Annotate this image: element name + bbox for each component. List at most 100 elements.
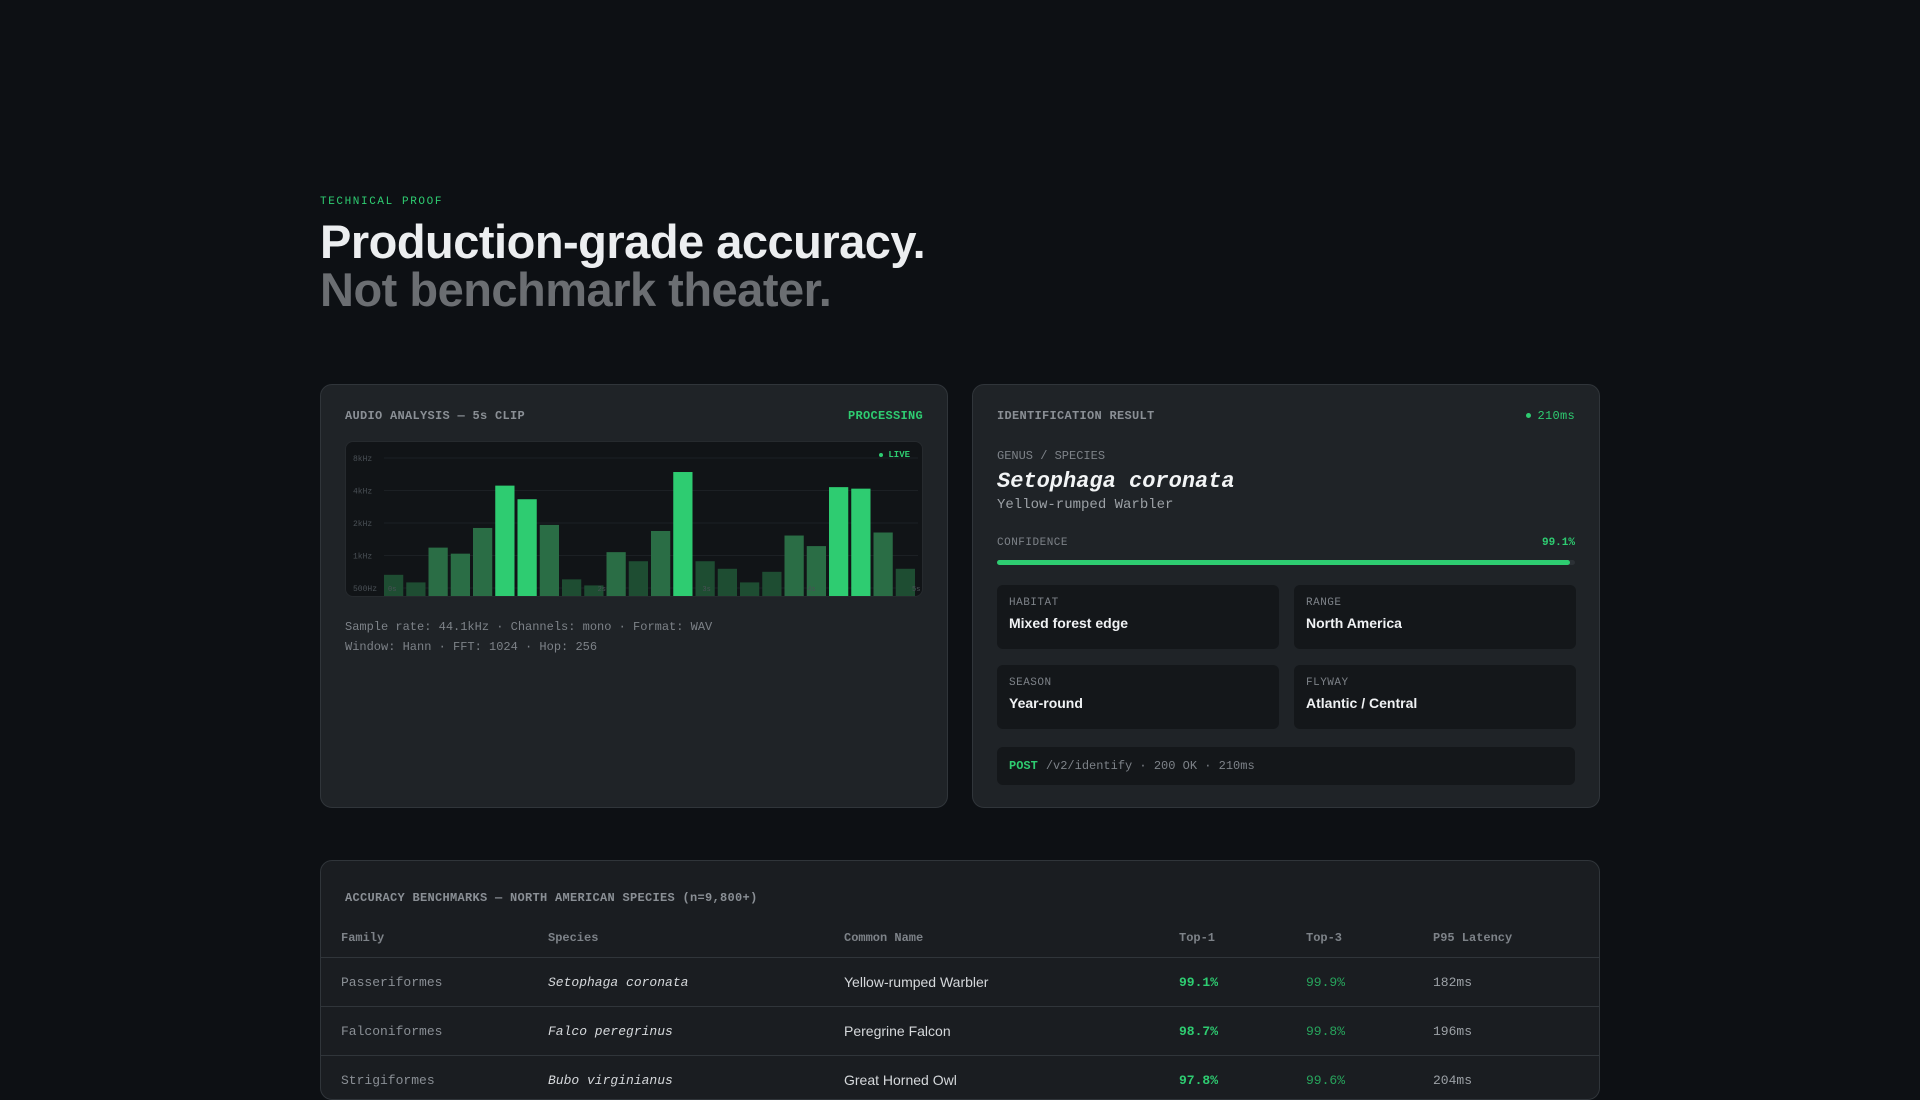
headline-line-2: Not benchmark theater.	[320, 266, 925, 314]
cell-latency: 204ms	[1413, 1056, 1599, 1100]
table-row: Falconiformes Falco peregrinus Peregrine…	[321, 1007, 1599, 1056]
live-indicator: LIVE	[879, 450, 910, 460]
genus-species-label: GENUS / SPECIES	[997, 449, 1105, 463]
cell-family: Passeriformes	[321, 958, 528, 1007]
attr-key: HABITAT	[1009, 597, 1267, 609]
spectrogram-bar	[651, 531, 670, 596]
spectrogram-bar	[406, 582, 425, 596]
col-species: Species	[528, 921, 824, 958]
spectrogram-svg: 8kHz 4kHz 2kHz 1kHz 500Hz 0s 2s 3s 4s 5s	[346, 442, 923, 597]
cell-common-name: Great Horned Owl	[824, 1056, 1159, 1100]
spectrogram-bar	[785, 536, 804, 596]
spectrogram-bar	[829, 487, 848, 596]
cell-top1: 97.8%	[1159, 1056, 1286, 1100]
x-tick-label: 5s	[912, 586, 920, 594]
cell-top1: 98.7%	[1159, 1007, 1286, 1056]
hero-headline: Production-grade accuracy. Not benchmark…	[320, 218, 925, 314]
audio-card-title: AUDIO ANALYSIS — 5s CLIP	[345, 409, 525, 423]
attr-value: Mixed forest edge	[1009, 615, 1267, 631]
x-tick-label: 0s	[388, 586, 396, 594]
spectrogram-bar	[540, 525, 559, 596]
attr-key: RANGE	[1306, 597, 1564, 609]
y-tick-label: 4kHz	[353, 488, 372, 497]
confidence-row: CONFIDENCE 99.1%	[997, 537, 1575, 549]
cell-common-name: Yellow-rumped Warbler	[824, 958, 1159, 1007]
col-top1: Top-1	[1159, 921, 1286, 958]
audio-meta-line-2: Window: Hann · FFT: 1024 · Hop: 256	[345, 637, 712, 657]
table-header-row: Family Species Common Name Top-1 Top-3 P…	[321, 921, 1599, 958]
latency-value: 210ms	[1537, 409, 1575, 423]
cell-latency: 196ms	[1413, 1007, 1599, 1056]
api-method: POST	[1009, 759, 1038, 773]
status-dot-icon	[1526, 413, 1531, 418]
species-name: Setophaga coronata	[997, 469, 1235, 494]
live-dot-icon	[879, 453, 883, 457]
cell-family: Falconiformes	[321, 1007, 528, 1056]
spectrogram-bar	[851, 489, 870, 596]
spectrogram-bar	[473, 528, 492, 596]
spectrogram-bar	[874, 532, 893, 596]
col-top3: Top-3	[1286, 921, 1413, 958]
audio-analysis-card: AUDIO ANALYSIS — 5s CLIP PROCESSING 8kHz…	[320, 384, 948, 808]
attr-season: SEASON Year-round	[997, 665, 1279, 729]
spectrogram-bar	[740, 582, 759, 596]
spectrogram-bar	[518, 499, 537, 596]
y-tick-label: 2kHz	[353, 520, 372, 529]
cell-top1: 99.1%	[1159, 958, 1286, 1007]
col-p95-latency: P95 Latency	[1413, 921, 1599, 958]
cell-top3: 99.6%	[1286, 1056, 1413, 1100]
x-tick-label: 2s	[598, 586, 606, 594]
api-details: /v2/identify · 200 OK · 210ms	[1046, 759, 1255, 773]
y-tick-label: 8kHz	[353, 455, 372, 464]
cell-top3: 99.9%	[1286, 958, 1413, 1007]
cell-species: Falco peregrinus	[528, 1007, 824, 1056]
table-row: Passeriformes Setophaga coronata Yellow-…	[321, 958, 1599, 1007]
confidence-bar-fill	[997, 560, 1570, 565]
cell-common-name: Peregrine Falcon	[824, 1007, 1159, 1056]
x-tick-label: 3s	[702, 586, 710, 594]
cell-species: Bubo virginianus	[528, 1056, 824, 1100]
benchmarks-title: ACCURACY BENCHMARKS — NORTH AMERICAN SPE…	[345, 891, 758, 905]
result-card-title: IDENTIFICATION RESULT	[997, 409, 1155, 423]
cell-family: Strigiformes	[321, 1056, 528, 1100]
attr-value: Year-round	[1009, 695, 1267, 711]
attr-key: FLYWAY	[1306, 677, 1564, 689]
headline-line-1: Production-grade accuracy.	[320, 218, 925, 266]
y-tick-label: 1kHz	[353, 553, 372, 562]
live-label: LIVE	[888, 450, 910, 460]
spectrogram-chart: 8kHz 4kHz 2kHz 1kHz 500Hz 0s 2s 3s 4s 5s LIVE	[345, 441, 923, 597]
table-row: Strigiformes Bubo virginianus Great Horn…	[321, 1056, 1599, 1100]
confidence-value: 99.1%	[1542, 537, 1575, 549]
spectrogram-bar	[451, 554, 470, 596]
x-tick-label: 4s	[807, 586, 815, 594]
attr-value: Atlantic / Central	[1306, 695, 1564, 711]
confidence-bar	[997, 560, 1575, 565]
attr-flyway: FLYWAY Atlantic / Central	[1294, 665, 1576, 729]
cell-latency: 182ms	[1413, 958, 1599, 1007]
spectrogram-bar	[607, 552, 626, 596]
identification-result-card: IDENTIFICATION RESULT 210ms GENUS / SPEC…	[972, 384, 1600, 808]
api-call-log: POST /v2/identify · 200 OK · 210ms	[997, 747, 1575, 785]
spectrogram-bar	[629, 561, 648, 596]
col-family: Family	[321, 921, 528, 958]
cell-species: Setophaga coronata	[528, 958, 824, 1007]
attr-habitat: HABITAT Mixed forest edge	[997, 585, 1279, 649]
audio-meta-line-1: Sample rate: 44.1kHz · Channels: mono · …	[345, 617, 712, 637]
accuracy-benchmarks-card: ACCURACY BENCHMARKS — NORTH AMERICAN SPE…	[320, 860, 1600, 1100]
confidence-label: CONFIDENCE	[997, 537, 1068, 549]
spectrogram-bar	[429, 548, 448, 596]
latency-badge: 210ms	[1526, 409, 1575, 423]
spectrogram-bar	[673, 472, 692, 596]
spectrogram-bar	[562, 579, 581, 596]
attr-range: RANGE North America	[1294, 585, 1576, 649]
cell-top3: 99.8%	[1286, 1007, 1413, 1056]
benchmarks-table: Family Species Common Name Top-1 Top-3 P…	[321, 921, 1599, 1100]
audio-meta: Sample rate: 44.1kHz · Channels: mono · …	[345, 617, 712, 657]
spectrogram-bar	[718, 569, 737, 596]
result-card-header: IDENTIFICATION RESULT 210ms	[997, 409, 1575, 423]
section-eyebrow: TECHNICAL PROOF	[320, 196, 443, 208]
spectrogram-bar	[762, 572, 781, 596]
attr-value: North America	[1306, 615, 1564, 631]
y-tick-label: 500Hz	[353, 585, 377, 594]
spectrogram-bar	[495, 486, 514, 596]
